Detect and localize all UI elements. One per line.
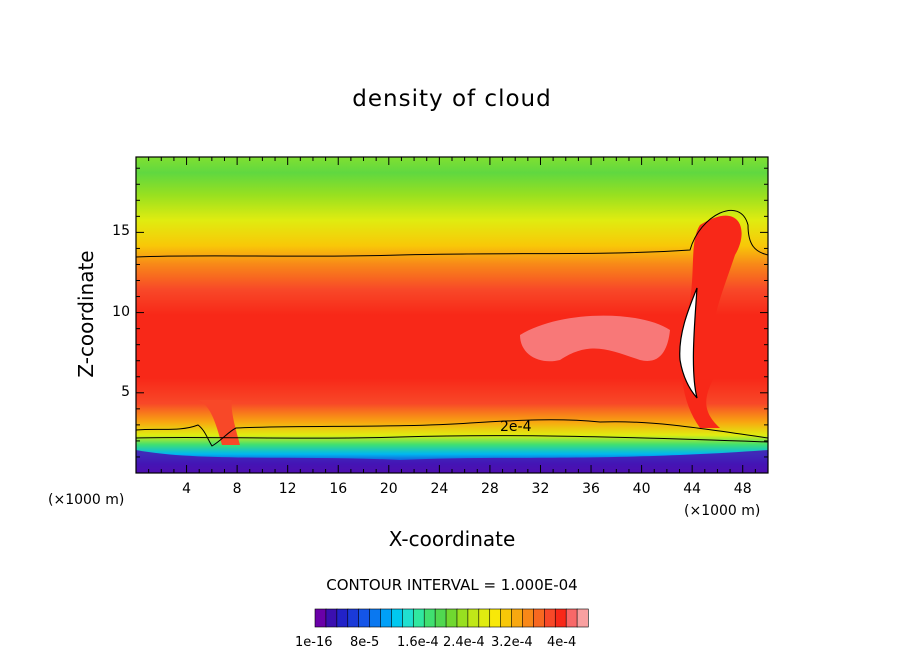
plume-left <box>198 400 240 445</box>
x-tick-label: 4 <box>182 481 191 497</box>
x-tick-label: 32 <box>531 481 550 497</box>
x-tick-label: 8 <box>232 481 242 497</box>
colorbar-swatch <box>456 608 469 628</box>
colorbar-swatch <box>358 608 371 628</box>
colorbar-swatch <box>412 608 425 628</box>
colorbar-swatch <box>336 608 349 628</box>
colorbar-swatch <box>576 608 589 628</box>
x-tick-label: 16 <box>329 481 348 497</box>
colorbar-swatch <box>402 608 414 628</box>
core-maximum <box>679 287 698 399</box>
contour-line-lower <box>136 419 768 447</box>
chart-title: density of cloud <box>352 86 552 112</box>
contour-label: 2e-4 <box>500 419 532 435</box>
high-density-core <box>520 315 670 362</box>
x-tick-label: 24 <box>430 481 449 497</box>
x-tick-label: 12 <box>278 481 297 497</box>
colorbar-swatch <box>500 608 513 628</box>
y-tick-label: 10 <box>112 303 130 320</box>
x-tick-label: 28 <box>480 481 499 497</box>
colorbar-label: 1.6e-4 <box>397 635 439 650</box>
colorbar-label: 3.2e-4 <box>491 635 533 650</box>
x-axis-ticks <box>148 157 756 473</box>
colorbar-swatch <box>467 608 480 628</box>
colorbar-swatch <box>369 608 382 628</box>
x-tick-label: 48 <box>733 481 752 497</box>
colorbar-swatch <box>314 608 327 628</box>
colorbar-label: 4e-4 <box>547 635 576 650</box>
contour-line-bottom <box>136 435 768 443</box>
x-axis-label: X-coordinate <box>388 527 516 551</box>
x-tick-label: 20 <box>379 481 398 497</box>
colorbar-swatch <box>434 608 447 628</box>
low-density-band <box>136 450 768 473</box>
colorbar-swatch <box>544 608 556 628</box>
x-tick-label: 40 <box>632 481 651 497</box>
y-axis-ticks <box>136 167 768 458</box>
y-tick-label: 5 <box>121 383 130 400</box>
colorbar-swatch <box>489 608 502 628</box>
colorbar-label: 8e-5 <box>350 635 379 650</box>
contour-line-upper <box>136 209 768 258</box>
x-tick-label: 44 <box>683 481 702 497</box>
colorbar-swatch <box>325 608 338 628</box>
colorbar-label: 2.4e-4 <box>443 635 485 650</box>
colorbar-swatch <box>565 608 578 628</box>
colorbar-swatch <box>347 608 360 628</box>
colorbar-swatch <box>533 608 545 628</box>
colorbar-swatch <box>380 608 393 628</box>
density-field <box>136 157 768 473</box>
colorbar-swatch <box>445 608 458 628</box>
colorbar-swatch <box>522 608 534 628</box>
colorbar: 1e-16 8e-5 1.6e-4 2.4e-4 3.2e-4 4e-4 <box>295 608 589 650</box>
x-unit-label-left: (×1000 m) <box>48 492 125 508</box>
convective-plume <box>681 215 742 428</box>
x-tick-label: 36 <box>582 481 600 497</box>
x-unit-label-right: (×1000 m) <box>684 503 761 519</box>
colorbar-swatch <box>554 608 567 628</box>
colorbar-swatch <box>478 608 491 628</box>
y-tick-label: 15 <box>112 223 130 240</box>
y-axis-label: Z-coordinate <box>74 250 98 378</box>
colorbar-swatch <box>391 608 403 628</box>
colorbar-label: 1e-16 <box>295 635 333 650</box>
colorbar-swatch <box>423 608 436 628</box>
contour-interval-label: CONTOUR INTERVAL = 1.000E-04 <box>326 576 578 594</box>
colorbar-swatch <box>511 608 524 628</box>
